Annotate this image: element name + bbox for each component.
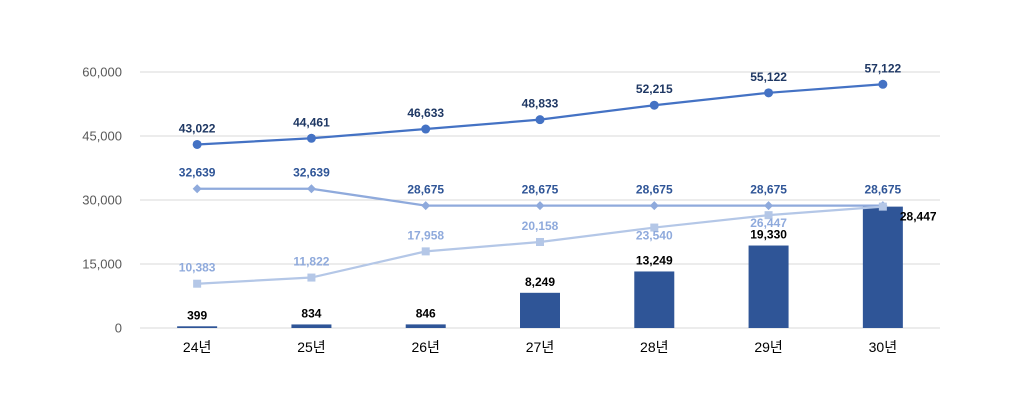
- line-data-label: 43,022: [179, 121, 216, 135]
- line-data-label: 11,822: [293, 255, 329, 269]
- line-data-label: 55,122: [750, 70, 787, 84]
- bar: [291, 324, 332, 328]
- line-point: [764, 201, 774, 211]
- line-data-label: 32,639: [293, 166, 330, 180]
- line-point: [421, 124, 431, 134]
- line-point: [764, 211, 773, 220]
- data-labels: 399 834 846 8,249 13,249 19,330 28,447 43,022 44…: [179, 61, 937, 322]
- bar: [748, 245, 789, 328]
- line-data-label: 46,633: [407, 106, 444, 120]
- line-data-label: 17,958: [407, 228, 444, 242]
- line-point: [649, 100, 659, 110]
- x-tick-label: 26년: [411, 339, 439, 355]
- y-tick-label: 30,000: [82, 193, 122, 208]
- line-series: [192, 79, 888, 288]
- line-data-label: 32,639: [179, 166, 216, 180]
- bar-data-label: 846: [416, 306, 436, 320]
- line-point: [649, 201, 659, 211]
- bar: [520, 292, 560, 328]
- line-point: [306, 184, 316, 194]
- bar-data-label: 834: [301, 306, 321, 320]
- x-tick-label: 25년: [297, 339, 325, 355]
- line-point: [306, 133, 316, 143]
- line-point: [764, 88, 774, 98]
- bar: [862, 206, 903, 328]
- line-data-label: 28,675: [522, 183, 559, 197]
- line-data-label: 52,215: [636, 82, 673, 96]
- y-tick-label: 60,000: [82, 65, 122, 80]
- y-tick-label: 45,000: [82, 129, 122, 144]
- bar: [177, 326, 218, 328]
- line-data-label: 10,383: [179, 261, 216, 275]
- line-point: [421, 247, 430, 256]
- line-data-label: 23,540: [636, 229, 673, 243]
- line-point: [307, 273, 316, 282]
- x-axis-ticks: 24년 25년 26년 27년 28년 29년 30년: [183, 339, 897, 355]
- bar-data-label: 28,447: [900, 210, 937, 224]
- bar-data-label: 8,249: [525, 275, 555, 289]
- line-point: [192, 184, 202, 194]
- line-point: [535, 201, 545, 211]
- x-tick-label: 24년: [183, 339, 211, 355]
- bar-data-label: 19,330: [750, 228, 787, 242]
- y-axis-ticks: 0 15,000 30,000 45,000 60,000: [82, 65, 122, 336]
- line-data-label: 57,122: [865, 61, 902, 75]
- x-tick-label: 27년: [526, 339, 554, 355]
- line-point: [421, 201, 431, 211]
- bar-series: [177, 206, 903, 328]
- x-tick-label: 28년: [640, 339, 668, 355]
- line-data-label: 44,461: [293, 115, 330, 129]
- line-point: [878, 202, 887, 211]
- x-tick-label: 30년: [869, 339, 897, 355]
- bar-data-label: 399: [187, 308, 207, 322]
- line-point: [878, 79, 888, 89]
- x-tick-label: 29년: [754, 339, 782, 355]
- line-point: [193, 279, 202, 288]
- y-tick-label: 0: [115, 321, 122, 336]
- y-tick-label: 15,000: [82, 257, 122, 272]
- line-point: [650, 223, 659, 232]
- bar-data-label: 13,249: [636, 253, 673, 267]
- grid-lines: [140, 71, 940, 329]
- line-data-label: 28,675: [407, 183, 444, 197]
- bar: [634, 271, 675, 328]
- bar: [405, 324, 446, 328]
- line-point: [535, 115, 545, 125]
- line-data-label: 20,158: [522, 219, 559, 233]
- line-data-label: 28,675: [636, 183, 673, 197]
- line-data-label: 26,447: [750, 216, 787, 230]
- line-data-label: 28,675: [750, 183, 787, 197]
- line-data-label: 48,833: [522, 97, 559, 111]
- line-point: [536, 237, 544, 246]
- line-point: [192, 139, 202, 149]
- line-data-label: 28,675: [865, 183, 902, 197]
